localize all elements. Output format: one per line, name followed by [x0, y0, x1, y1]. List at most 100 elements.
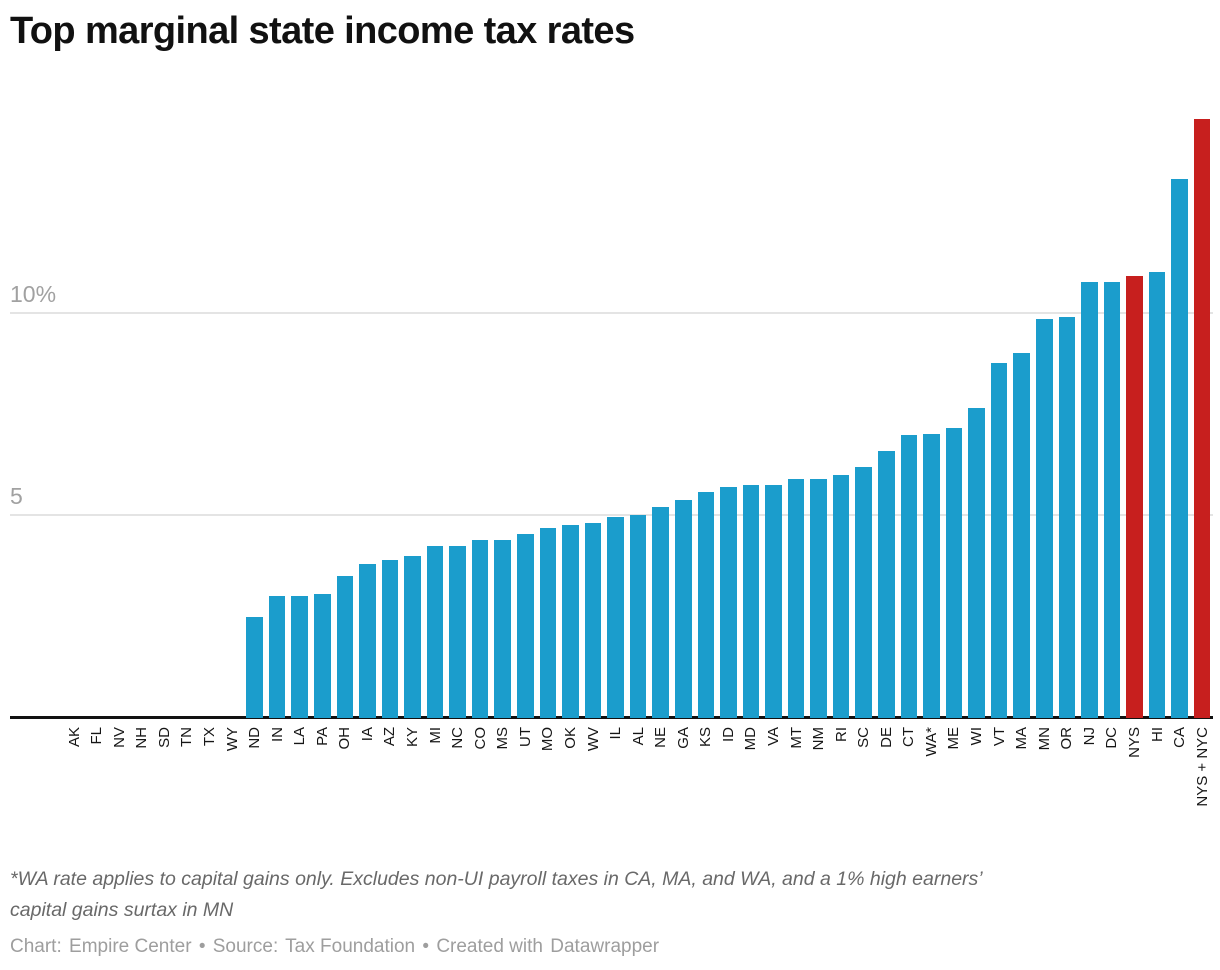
bar-WA* [923, 434, 940, 718]
bar-UT [517, 533, 534, 718]
attribution-created-label: Created with [436, 936, 543, 957]
chart-title: Top marginal state income tax rates [10, 10, 635, 52]
bar-IL [607, 517, 624, 718]
bar-KY [404, 555, 421, 718]
x-label-PA: PA [313, 727, 331, 746]
attribution-chart-link[interactable]: Empire Center [69, 936, 192, 957]
bar-DE [878, 450, 895, 718]
bar-IN [268, 596, 286, 718]
bar-MS [494, 539, 512, 718]
attribution: Chart: Empire Center • Source: Tax Found… [10, 936, 661, 958]
bar-WI [968, 407, 985, 718]
bar-PA [313, 593, 331, 718]
x-label-IA: IA [358, 727, 376, 742]
x-label-WY: WY [223, 727, 241, 752]
x-label-MD: MD [742, 727, 760, 751]
x-label-MA: MA [1013, 727, 1031, 750]
x-label-GA: GA [674, 727, 692, 749]
footnote: *WA rate applies to capital gains only. … [10, 864, 1200, 926]
bar-GA [674, 499, 692, 718]
bar-MN [1035, 318, 1053, 718]
bar-NM [810, 478, 827, 718]
x-label-NC: NC [449, 727, 467, 749]
y-gridline-5 [10, 514, 1213, 517]
footnote-line-1: *WA rate applies to capital gains only. … [10, 868, 983, 890]
attribution-separator: • [422, 936, 430, 957]
bar-CO [471, 539, 489, 718]
bar-ND [246, 616, 263, 718]
x-label-IN: IN [268, 727, 286, 742]
bar-OR [1058, 316, 1076, 718]
bar-WV [584, 522, 602, 718]
bar-NJ [1081, 282, 1098, 718]
x-label-UT: UT [516, 727, 534, 747]
attribution-separator: • [198, 936, 206, 957]
x-label-IL: IL [607, 727, 625, 740]
x-label-OK: OK [561, 727, 579, 749]
x-label-NJ: NJ [1080, 727, 1098, 746]
x-label-FL: FL [88, 727, 106, 745]
x-label-MS: MS [494, 727, 512, 750]
bar-AZ [381, 559, 399, 718]
bar-LA [291, 596, 308, 718]
y-tick-label-10: 10% [10, 280, 57, 307]
bar-MD [742, 484, 760, 718]
bar-SC [855, 466, 873, 718]
x-label-CA: CA [1171, 727, 1189, 748]
x-label-WA*: WA* [922, 727, 940, 757]
attribution-source-link[interactable]: Tax Foundation [285, 936, 416, 957]
x-label-LA: LA [291, 727, 309, 746]
x-label-TX: TX [200, 727, 218, 747]
x-label-CT: CT [900, 727, 918, 747]
x-label-WV: WV [584, 727, 602, 752]
attribution-datawrapper-link[interactable]: Datawrapper [550, 936, 660, 957]
x-label-VT: VT [990, 727, 1008, 747]
x-label-CO: CO [471, 727, 489, 750]
x-label-ME: ME [945, 727, 963, 750]
y-tick-label-5: 5 [10, 483, 23, 510]
x-label-MO: MO [539, 727, 557, 752]
bar-MT [787, 478, 805, 718]
bar-NYS-+-NYC [1193, 119, 1211, 718]
x-label-VA: VA [765, 727, 782, 746]
bar-RI [832, 475, 850, 718]
x-label-SC: SC [855, 727, 873, 748]
x-label-MT: MT [787, 727, 805, 749]
bar-CT [900, 434, 918, 718]
x-label-AL: AL [629, 727, 647, 746]
bar-NC [449, 545, 466, 718]
x-label-OH: OH [336, 727, 354, 750]
y-gridline-10 [10, 311, 1213, 314]
bar-HI [1148, 272, 1166, 718]
x-label-WI: WI [968, 727, 986, 746]
x-label-NE: NE [652, 727, 670, 748]
x-label-AK: AK [65, 727, 83, 748]
x-label-NM: NM [810, 727, 828, 751]
x-label-DC: DC [1103, 727, 1121, 749]
bar-CA [1171, 178, 1188, 718]
x-label-TN: TN [178, 727, 196, 747]
bar-DC [1103, 282, 1121, 718]
x-label-NYS: NYS [1125, 727, 1143, 758]
x-label-ID: ID [719, 727, 737, 742]
x-label-DE: DE [877, 727, 895, 748]
bar-IA [359, 563, 376, 718]
bar-OK [562, 525, 579, 718]
bar-ME [945, 428, 963, 718]
bar-AL [629, 515, 647, 718]
attribution-chart-label: Chart: [10, 936, 62, 957]
bar-MO [539, 527, 557, 718]
x-label-ND: ND [246, 727, 264, 749]
bar-MA [1013, 353, 1030, 718]
bar-VT [990, 363, 1008, 718]
bar-VA [765, 484, 782, 718]
x-label-NV: NV [110, 727, 128, 748]
bar-NE [652, 507, 669, 718]
x-label-MN: MN [1035, 727, 1053, 751]
bar-MI [426, 545, 444, 718]
bar-KS [697, 491, 715, 718]
x-label-NYS-+-NYC: NYS + NYC [1193, 727, 1211, 807]
x-label-KS: KS [697, 727, 715, 748]
